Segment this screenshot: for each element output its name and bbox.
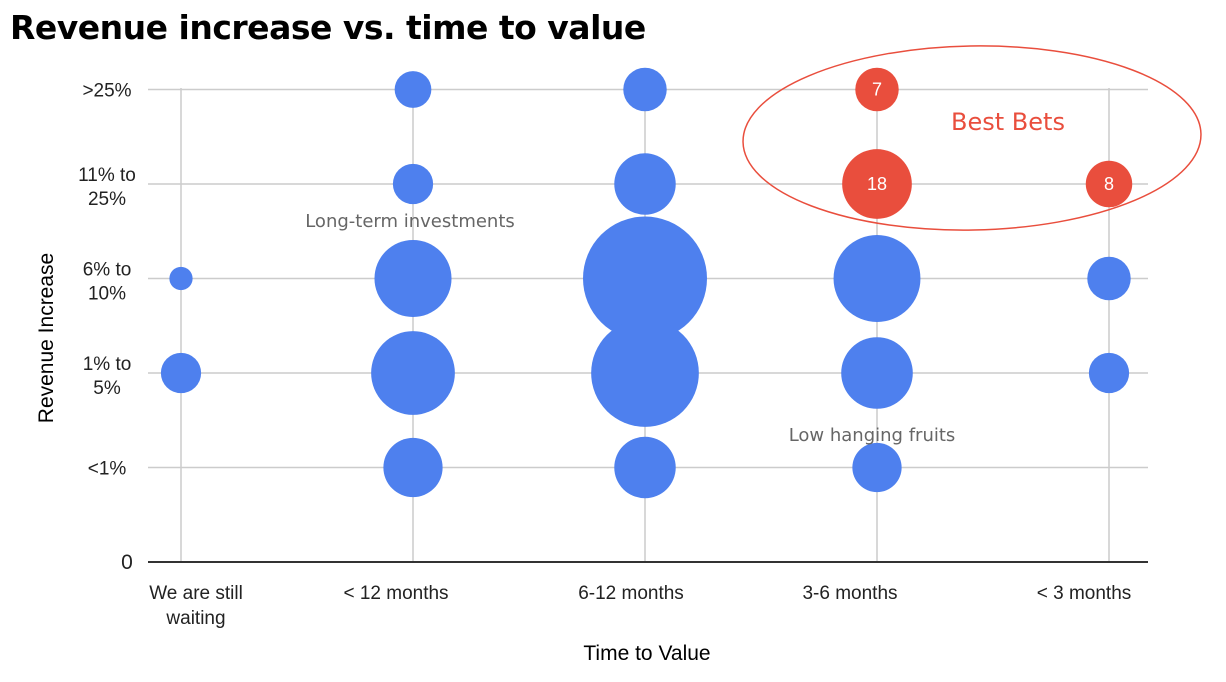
annotation-low-hanging-fruits: Low hanging fruits: [789, 425, 956, 446]
annotation-long-term-investments: Long-term investments: [305, 211, 515, 232]
bubble-layer: [160, 67, 1133, 499]
bubble-12-months-1: [383, 437, 443, 498]
y-tick-label: >25%: [82, 81, 131, 102]
y-axis-title: Revenue Increase: [35, 253, 58, 423]
label-layer: 0 <1% 1% to 5% 6% to 10% 11% to 25% >25% We are s…: [35, 45, 1202, 665]
bubble-data-label: 8: [1104, 174, 1114, 194]
bubble-3-months-1-to-5: [1088, 352, 1130, 394]
bubble-12-months-1-to-5: [371, 331, 455, 415]
bubble-6-12-months-1-to-5: [591, 319, 699, 427]
x-tick-label: < 3 months: [1037, 583, 1132, 604]
y-tick-label: 1% to 5%: [83, 354, 132, 399]
bubble-we-are-still-waiting-6-to-10: [169, 266, 193, 291]
bubble-we-are-still-waiting-1-to-5: [160, 352, 202, 394]
bubble-3-6-months-1: [852, 442, 902, 493]
bubble-12-months-6-to-10: [374, 239, 452, 318]
x-tick-label: 6-12 months: [578, 583, 684, 604]
bubble-3-6-months-6-to-10: [833, 235, 921, 322]
bubble-12-months-11-to-25: [392, 163, 434, 205]
y-tick-label: 11% to 25%: [78, 165, 136, 210]
x-axis-title: Time to Value: [583, 642, 710, 665]
best-bets-highlight-ellipse: [742, 45, 1202, 231]
annotation-best-bets: Best Bets: [951, 108, 1065, 136]
bubble-data-label: 18: [867, 174, 887, 194]
bubble-3-6-months-11-to-25: [842, 149, 912, 219]
bubble-3-months-6-to-10: [1087, 256, 1131, 301]
y-tick-label: 6% to 10%: [83, 260, 132, 305]
bubble-6-12-months-11-to-25: [614, 153, 676, 215]
x-tick-label: We are still waiting: [149, 583, 243, 629]
bubble-3-6-months-25: [855, 67, 899, 112]
bubble-data-label: 7: [872, 80, 882, 100]
bubble-12-months-25: [394, 71, 432, 108]
bubble-6-12-months-25: [623, 67, 667, 112]
x-tick-label: 3-6 months: [802, 583, 897, 604]
chart-title: Revenue increase vs. time to value: [10, 8, 646, 47]
bubble-6-12-months-6-to-10: [583, 216, 707, 341]
bubble-3-months-11-to-25: [1085, 160, 1133, 208]
bubble-3-6-months-1-to-5: [841, 337, 913, 409]
y-tick-label: <1%: [88, 459, 127, 480]
bubble-6-12-months-1: [614, 436, 676, 499]
y-tick-label: 0: [121, 551, 133, 574]
x-tick-label: < 12 months: [343, 583, 448, 604]
